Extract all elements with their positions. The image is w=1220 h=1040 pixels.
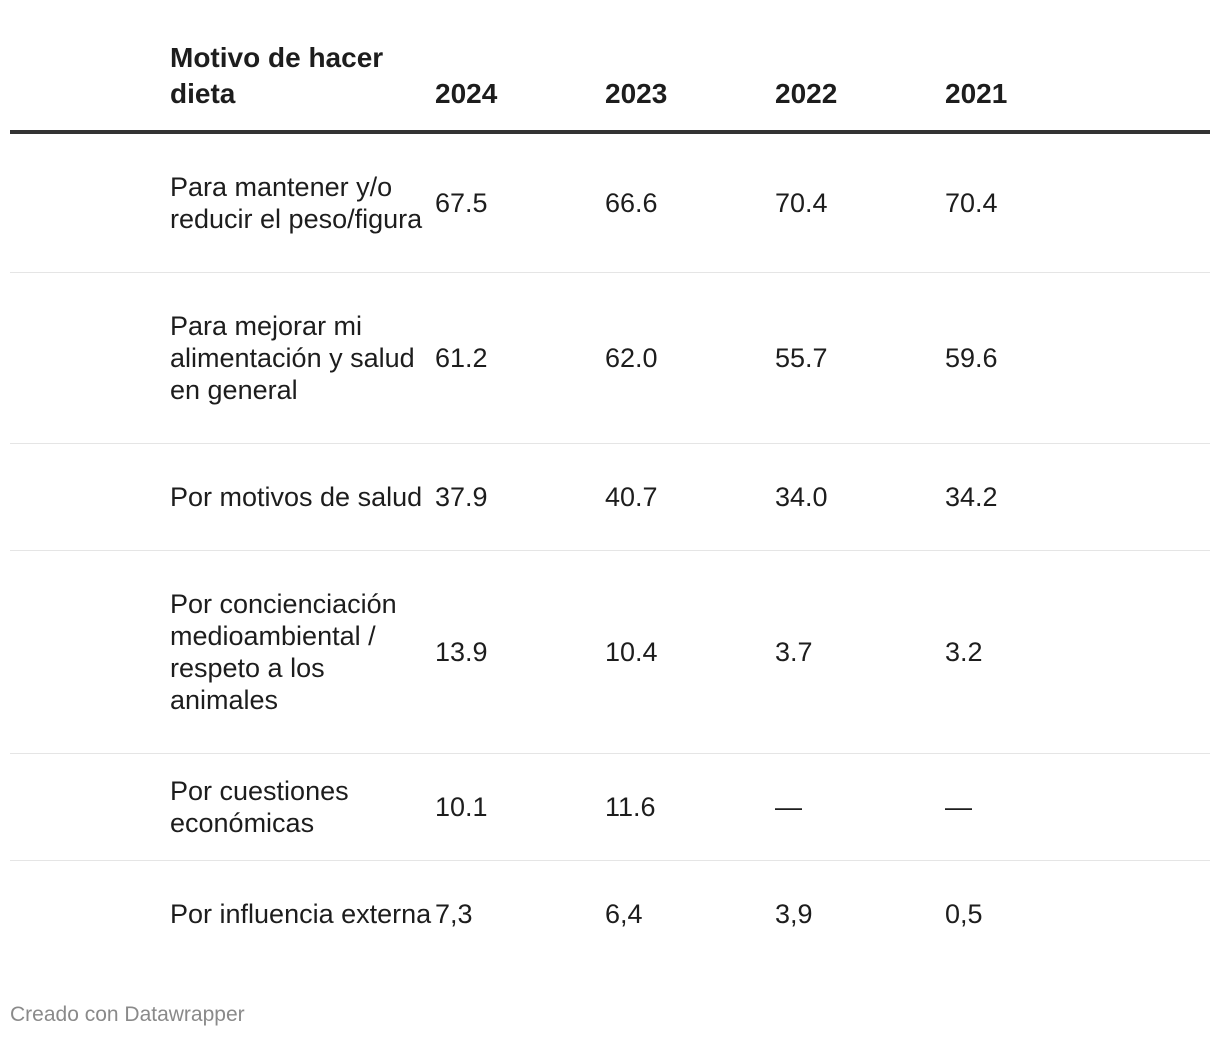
cell-value: 67.5 (435, 188, 488, 218)
row-label: Para mejorar mi alimentación y salud en … (170, 311, 415, 405)
datawrapper-credit: Creado con Datawrapper (10, 1003, 245, 1026)
cell-value: 59.6 (945, 343, 998, 373)
cell-value: — (775, 792, 802, 822)
cell-value: 11.6 (605, 792, 656, 822)
cell-value: 61.2 (435, 343, 488, 373)
cell-value: 3,9 (775, 899, 813, 929)
cell-value: 13.9 (435, 637, 488, 667)
table-row: Por influencia externa 7,3 6,4 3,9 0,5 (10, 861, 1210, 967)
column-header-2024: 2024 (435, 78, 498, 109)
row-label: Por concienciación medioambiental / resp… (170, 589, 397, 715)
table-header: Motivo de hacer dieta 2024 2023 2022 202… (10, 40, 1210, 134)
cell-value: 55.7 (775, 343, 828, 373)
cell-value: 10.4 (605, 637, 658, 667)
cell-value: 70.4 (945, 188, 998, 218)
cell-value: 10.1 (435, 792, 488, 822)
table-row: Por motivos de salud 37.9 40.7 34.0 34.2 (10, 444, 1210, 551)
column-header-2022: 2022 (775, 78, 838, 109)
row-label: Para mantener y/o reducir el peso/figura (170, 172, 423, 234)
cell-value: — (945, 792, 972, 822)
cell-value: 66.6 (605, 188, 658, 218)
row-label: Por influencia externa (170, 899, 432, 929)
cell-value: 62.0 (605, 343, 658, 373)
cell-value: 6,4 (605, 899, 643, 929)
data-table: Motivo de hacer dieta 2024 2023 2022 202… (10, 40, 1210, 967)
row-label: Por motivos de salud (170, 482, 423, 512)
table-row: Por cuestiones económicas 10.1 11.6 — — (10, 754, 1210, 861)
cell-value: 37.9 (435, 482, 488, 512)
cell-value: 40.7 (605, 482, 658, 512)
row-label: Por cuestiones económicas (170, 776, 349, 838)
cell-value: 70.4 (775, 188, 828, 218)
column-header-motivo: Motivo de hacer dieta (170, 42, 384, 109)
cell-value: 34.2 (945, 482, 998, 512)
cell-value: 34.0 (775, 482, 828, 512)
cell-value: 7,3 (435, 899, 473, 929)
table-row: Por concienciación medioambiental / resp… (10, 551, 1210, 754)
column-header-2023: 2023 (605, 78, 668, 109)
table-row: Para mejorar mi alimentación y salud en … (10, 273, 1210, 444)
table-row: Para mantener y/o reducir el peso/figura… (10, 134, 1210, 273)
cell-value: 0,5 (945, 899, 983, 929)
cell-value: 3.2 (945, 637, 983, 667)
column-header-2021: 2021 (945, 78, 1008, 109)
cell-value: 3.7 (775, 637, 813, 667)
